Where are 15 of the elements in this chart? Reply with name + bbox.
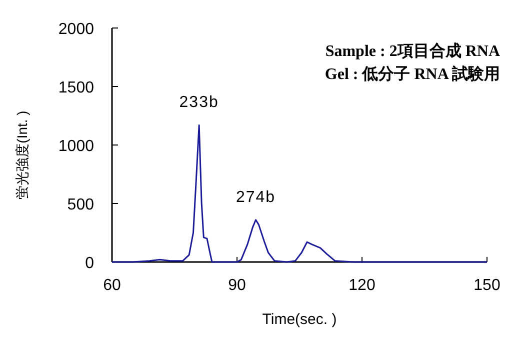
y-axis-title: 蛍光強度(Int. ) — [14, 110, 30, 200]
x-tick-label: 150 — [474, 277, 500, 294]
x-axis-title: Time(sec. ) — [262, 311, 337, 328]
y-tick-label: 500 — [67, 196, 94, 214]
annotation: Gel : 低分子 RNA 試験用 — [324, 65, 500, 83]
annotation: Sample : 2項目合成 RNA — [325, 42, 500, 60]
y-tick-label: 2000 — [58, 21, 94, 38]
x-tick-label: 90 — [228, 277, 246, 294]
x-tick-label: 120 — [348, 277, 376, 294]
x-tick-label: 60 — [103, 277, 121, 294]
y-tick-label: 0 — [85, 255, 94, 272]
annotation: 274b — [236, 188, 276, 206]
y-tick-label: 1500 — [58, 80, 94, 96]
annotation: 233b — [179, 94, 219, 112]
y-tick-label: 1000 — [58, 138, 94, 155]
